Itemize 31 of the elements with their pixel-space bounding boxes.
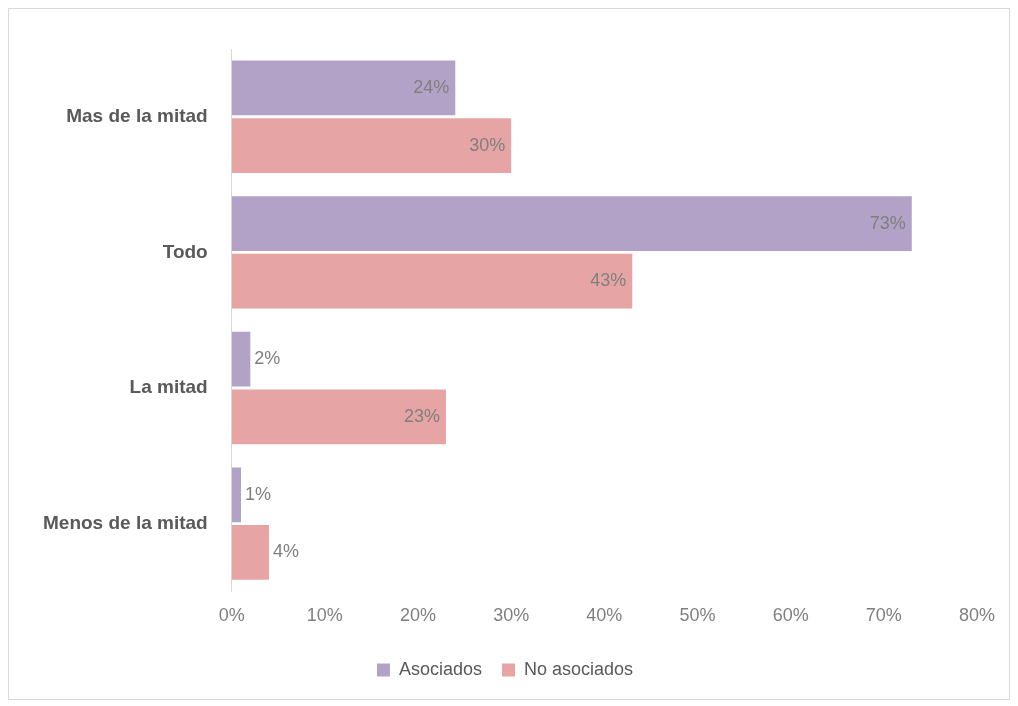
x-tick-label: 70% <box>865 605 902 626</box>
data-label: 24% <box>413 76 450 97</box>
y-tick-label: Mas de la mitad <box>66 105 208 127</box>
data-label: 30% <box>469 134 506 155</box>
bar <box>231 196 912 251</box>
data-label: 23% <box>403 405 440 426</box>
data-label: 2% <box>254 348 281 369</box>
data-label: 43% <box>590 270 627 291</box>
y-tick-label: Todo <box>162 240 208 262</box>
bar <box>231 331 251 387</box>
x-tick-label: 80% <box>958 605 995 626</box>
bar <box>231 253 633 309</box>
x-tick-label: 50% <box>679 605 716 626</box>
x-tick-label: 20% <box>400 605 437 626</box>
x-tick-label: 10% <box>306 605 343 626</box>
bar <box>231 389 446 445</box>
y-tick-label: La mitad <box>129 376 208 398</box>
bar <box>231 118 512 173</box>
data-label: 73% <box>869 212 906 233</box>
legend-label: No asociados <box>523 658 634 679</box>
data-label: 4% <box>272 541 299 562</box>
bar <box>231 525 269 580</box>
x-tick-label: 30% <box>493 605 530 626</box>
y-tick-label: Menos de la mitad <box>43 511 208 533</box>
x-tick-label: 60% <box>772 605 809 626</box>
data-label: 1% <box>245 483 272 504</box>
x-tick-label: 40% <box>586 605 623 626</box>
legend-label: Asociados <box>398 658 483 679</box>
bar <box>231 60 456 116</box>
x-tick-label: 0% <box>218 605 245 626</box>
bar <box>231 467 242 523</box>
